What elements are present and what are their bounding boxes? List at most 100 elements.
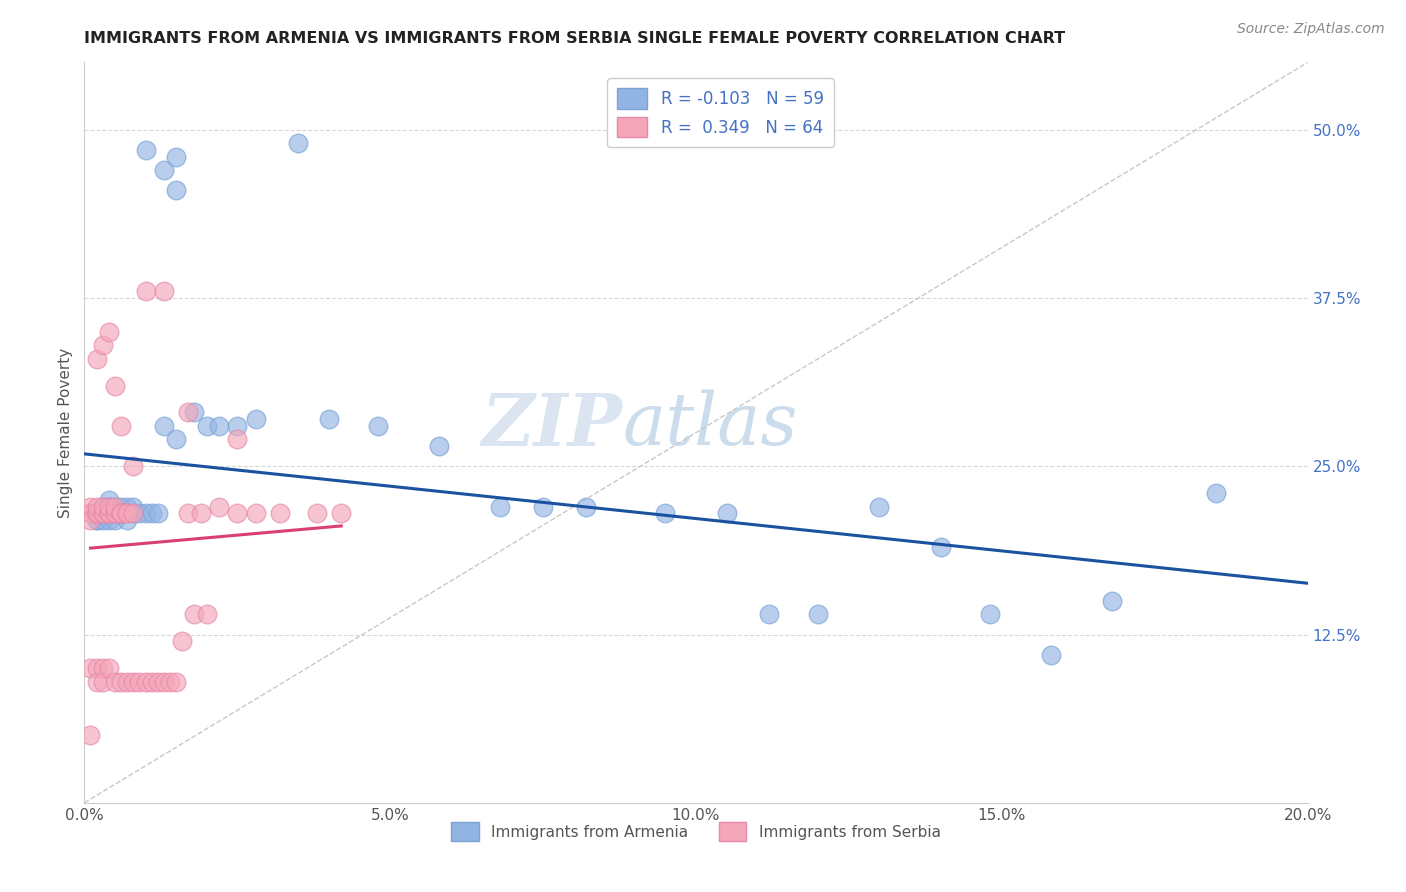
Point bbox=[226, 433, 249, 447]
Point bbox=[86, 507, 108, 521]
Point bbox=[195, 418, 218, 433]
Point bbox=[110, 507, 132, 521]
Point bbox=[115, 507, 138, 521]
Point bbox=[110, 507, 132, 521]
Point bbox=[104, 507, 127, 521]
Point bbox=[86, 513, 108, 527]
Point bbox=[91, 507, 114, 521]
Point bbox=[159, 674, 181, 689]
Point bbox=[91, 500, 114, 514]
Point bbox=[91, 507, 114, 521]
Point bbox=[97, 500, 120, 514]
Text: ZIP: ZIP bbox=[482, 390, 623, 460]
Point bbox=[115, 513, 138, 527]
Point bbox=[165, 433, 187, 447]
Point bbox=[135, 143, 157, 157]
Point bbox=[807, 607, 830, 622]
Point bbox=[122, 500, 145, 514]
Point bbox=[86, 661, 108, 675]
Point bbox=[367, 418, 389, 433]
Point bbox=[287, 136, 309, 151]
Point bbox=[153, 285, 176, 299]
Point bbox=[91, 507, 114, 521]
Point bbox=[104, 507, 127, 521]
Point bbox=[318, 412, 340, 426]
Point bbox=[531, 500, 554, 514]
Point bbox=[97, 513, 120, 527]
Point bbox=[135, 674, 157, 689]
Point bbox=[146, 674, 169, 689]
Point bbox=[91, 507, 114, 521]
Point bbox=[305, 507, 328, 521]
Point bbox=[269, 507, 291, 521]
Point bbox=[97, 507, 120, 521]
Point bbox=[195, 607, 218, 622]
Point bbox=[79, 661, 101, 675]
Point bbox=[427, 439, 450, 453]
Point bbox=[110, 507, 132, 521]
Point bbox=[135, 285, 157, 299]
Text: atlas: atlas bbox=[623, 390, 799, 460]
Legend: Immigrants from Armenia, Immigrants from Serbia: Immigrants from Armenia, Immigrants from… bbox=[446, 816, 946, 847]
Point bbox=[110, 507, 132, 521]
Point bbox=[104, 674, 127, 689]
Point bbox=[128, 674, 150, 689]
Point bbox=[86, 351, 108, 366]
Point bbox=[97, 500, 120, 514]
Point bbox=[758, 607, 780, 622]
Point bbox=[97, 500, 120, 514]
Point bbox=[183, 405, 205, 419]
Point bbox=[208, 418, 231, 433]
Point bbox=[122, 674, 145, 689]
Point bbox=[97, 325, 120, 339]
Point bbox=[104, 378, 127, 392]
Point bbox=[153, 163, 176, 178]
Point bbox=[86, 507, 108, 521]
Point bbox=[141, 507, 163, 521]
Point bbox=[104, 500, 127, 514]
Point bbox=[91, 507, 114, 521]
Point bbox=[91, 674, 114, 689]
Point bbox=[91, 500, 114, 514]
Point bbox=[122, 507, 145, 521]
Point bbox=[91, 500, 114, 514]
Point bbox=[79, 507, 101, 521]
Point bbox=[1205, 486, 1227, 500]
Point bbox=[146, 507, 169, 521]
Point bbox=[1101, 594, 1123, 608]
Point bbox=[330, 507, 353, 521]
Point bbox=[489, 500, 512, 514]
Point bbox=[110, 674, 132, 689]
Point bbox=[91, 507, 114, 521]
Point bbox=[97, 661, 120, 675]
Point bbox=[86, 507, 108, 521]
Point bbox=[177, 507, 200, 521]
Point bbox=[153, 418, 176, 433]
Point bbox=[115, 500, 138, 514]
Point bbox=[91, 661, 114, 675]
Point bbox=[869, 500, 891, 514]
Point bbox=[110, 500, 132, 514]
Point bbox=[165, 183, 187, 197]
Point bbox=[153, 674, 176, 689]
Point bbox=[86, 513, 108, 527]
Point bbox=[1039, 648, 1062, 662]
Point bbox=[716, 507, 738, 521]
Point bbox=[91, 513, 114, 527]
Point bbox=[226, 418, 249, 433]
Point bbox=[97, 500, 120, 514]
Point bbox=[141, 674, 163, 689]
Point bbox=[122, 507, 145, 521]
Point bbox=[104, 507, 127, 521]
Point bbox=[208, 500, 231, 514]
Point bbox=[86, 507, 108, 521]
Point bbox=[79, 729, 101, 743]
Point bbox=[115, 674, 138, 689]
Point bbox=[97, 492, 120, 507]
Point bbox=[245, 412, 267, 426]
Point bbox=[226, 507, 249, 521]
Point bbox=[91, 338, 114, 352]
Point bbox=[115, 507, 138, 521]
Point bbox=[97, 507, 120, 521]
Point bbox=[177, 405, 200, 419]
